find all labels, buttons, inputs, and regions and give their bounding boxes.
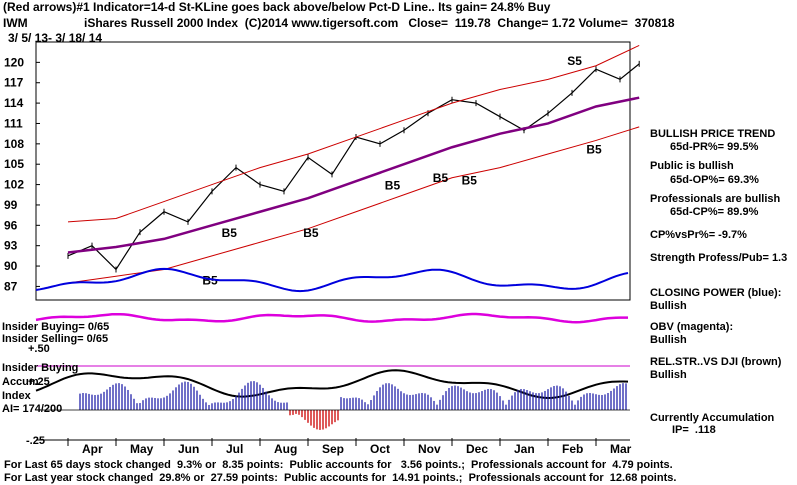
- public-value: 65d-OP%= 69.3%: [670, 174, 759, 186]
- y-tick-label: 99: [4, 198, 18, 212]
- closing-power-line: [35, 267, 629, 293]
- x-tick-label: May: [130, 442, 154, 456]
- x-tick-label: Oct: [370, 442, 390, 456]
- indicator-title: (Red arrows)#1 Indicator=14-d St-KLine g…: [3, 0, 551, 14]
- insider-buying-label: Insider Buying: [2, 362, 79, 374]
- insider-buying-ratio: Insider Buying= 0/65: [2, 321, 110, 333]
- minus-25-label: -.25: [26, 435, 45, 447]
- ticker-symbol: IWM: [3, 16, 28, 30]
- cp-vs-pr: CP%vsPr%= -9.7%: [650, 229, 747, 241]
- y-tick-label: 87: [4, 279, 18, 293]
- y-tick-label: 105: [4, 157, 24, 171]
- public-title: Public is bullish: [650, 160, 734, 172]
- signal-label: B5: [462, 174, 478, 188]
- footer-65day: For Last 65 days stock changed 9.3% or 8…: [4, 459, 673, 471]
- series-line-price-close: [67, 63, 640, 271]
- y-tick-label: 93: [4, 239, 18, 253]
- strength-ratio: Strength Profess/Pub= 1.3: [650, 252, 788, 264]
- plus-50-label: +.50: [28, 343, 50, 355]
- x-tick-label: Aug: [274, 442, 297, 456]
- accumulation-title: Currently Accumulation: [650, 412, 775, 424]
- professionals-title: Professionals are bullish: [650, 193, 781, 205]
- professionals-value: 65d-CP%= 89.9%: [670, 206, 759, 218]
- x-tick-label: Nov: [418, 442, 441, 456]
- relative-strength-line: [35, 369, 629, 400]
- y-tick-label: 117: [4, 76, 24, 90]
- x-tick-label: Feb: [562, 442, 583, 456]
- y-tick-label: 120: [4, 55, 24, 69]
- obv-line: [35, 312, 628, 324]
- signal-label: S5: [567, 54, 582, 68]
- date-range: 3/ 5/ 13- 3/ 18/ 14: [8, 31, 103, 45]
- signal-label: B5: [433, 171, 449, 185]
- footer-year: For Last year stock changed 29.8% or 27.…: [4, 472, 677, 484]
- closing-power-title: CLOSING POWER (blue):: [650, 287, 782, 299]
- series-line-65-day-moving-average: [67, 96, 640, 254]
- x-tick-label: Jan: [514, 442, 535, 456]
- x-tick-label: Mar: [610, 442, 632, 456]
- plus-25-label: +.25: [28, 376, 50, 388]
- signal-label: B5: [385, 178, 401, 192]
- security-title: iShares Russell 2000 Index (C)2014 www.t…: [84, 16, 675, 30]
- price-frame: [35, 41, 631, 301]
- y-tick-label: 90: [4, 259, 18, 273]
- relstr-value: Bullish: [650, 369, 687, 381]
- x-tick-label: Jul: [226, 442, 243, 456]
- x-tick-label: Dec: [466, 442, 488, 456]
- signal-label: B5: [303, 226, 319, 240]
- index-label: Index: [2, 390, 31, 402]
- signal-label: B5: [202, 273, 218, 287]
- y-tick-label: 111: [4, 116, 23, 130]
- series-line-upper-band: [67, 44, 640, 223]
- obv-title: OBV (magenta):: [650, 321, 734, 333]
- trend-title: BULLISH PRICE TREND: [650, 128, 776, 140]
- x-tick-label: Jun: [178, 442, 199, 456]
- y-tick-label: 108: [4, 137, 24, 151]
- insider-selling-ratio: Insider Selling= 0/65: [2, 333, 109, 345]
- obv-value: Bullish: [650, 334, 687, 346]
- signal-label: B5: [222, 226, 238, 240]
- ai-label: AI= 174/200: [2, 403, 63, 415]
- x-tick-label: Apr: [82, 442, 103, 456]
- signal-label: B5: [586, 142, 602, 156]
- accum-label: Accum: [2, 376, 39, 388]
- y-tick-label: 96: [4, 218, 18, 232]
- y-tick-label: 114: [4, 96, 24, 110]
- accumulation-value: IP= .118: [672, 424, 716, 436]
- closing-power-value: Bullish: [650, 300, 687, 312]
- x-tick-label: Sep: [322, 442, 344, 456]
- trend-value: 65d-PR%= 99.5%: [670, 141, 759, 153]
- relstr-title: REL.STR..VS DJI (brown): [650, 356, 782, 368]
- y-tick-label: 102: [4, 178, 24, 192]
